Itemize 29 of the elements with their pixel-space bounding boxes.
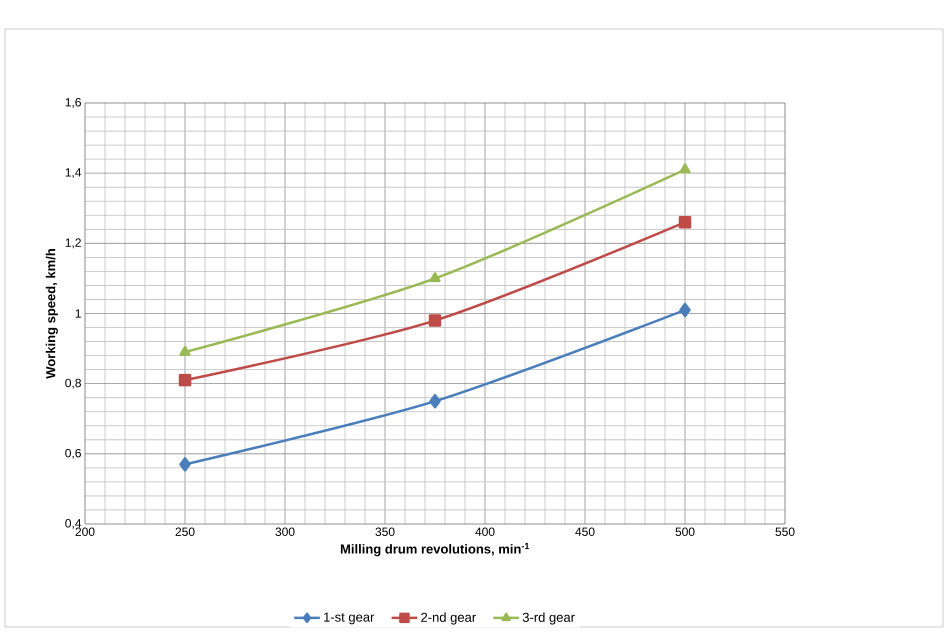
point bbox=[679, 302, 691, 318]
y-axis-title: Working speed, km/h bbox=[46, 249, 58, 379]
x-axis-title: Milling drum revolutions, min$^{-1}$ bbox=[340, 542, 530, 556]
y-tick-label: 1,2 bbox=[66, 238, 81, 248]
point bbox=[178, 374, 192, 386]
x-tick-label: 550 bbox=[775, 528, 795, 536]
x-tick-label: 350 bbox=[375, 528, 395, 536]
point bbox=[179, 346, 191, 356]
legend-label: 3-rd gear bbox=[522, 612, 575, 625]
legend-label: 1-st gear bbox=[324, 612, 374, 624]
x-tick-label: 200 bbox=[76, 528, 95, 536]
x-tick-label: 250 bbox=[176, 528, 195, 536]
point bbox=[678, 216, 692, 229]
x-tick-label: 300 bbox=[275, 528, 295, 536]
y-tick-label: 1,4 bbox=[66, 168, 82, 178]
y-tick-label: 1 bbox=[76, 309, 81, 318]
point bbox=[179, 457, 191, 472]
x-tick-label: 450 bbox=[575, 528, 595, 536]
point bbox=[429, 394, 441, 408]
y-tick-label: 0,4 bbox=[65, 519, 82, 529]
y-tick-label: 1,6 bbox=[66, 98, 81, 108]
y-tick-label: 0,6 bbox=[65, 448, 81, 459]
point bbox=[679, 163, 691, 174]
x-tick-label: 400 bbox=[475, 528, 495, 536]
x-tick-label: 500 bbox=[675, 528, 695, 536]
y-tick-label: 0,8 bbox=[65, 378, 81, 389]
point bbox=[428, 314, 442, 327]
point bbox=[429, 272, 441, 282]
legend-label: 2-nd gear bbox=[421, 612, 476, 625]
